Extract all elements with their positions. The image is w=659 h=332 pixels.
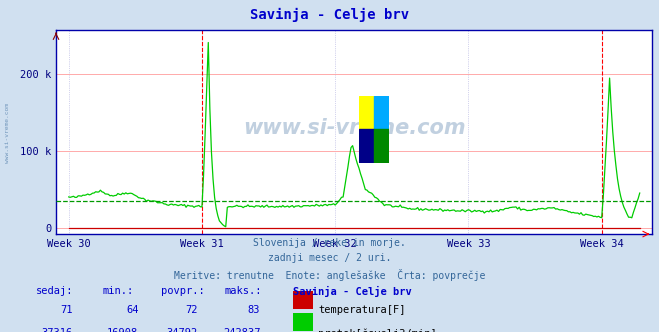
Text: Savinja - Celje brv: Savinja - Celje brv (293, 286, 412, 296)
Text: www.si-vreme.com: www.si-vreme.com (243, 118, 465, 138)
Text: 64: 64 (126, 305, 138, 315)
Text: sedaj:: sedaj: (36, 286, 74, 295)
Bar (374, 96, 389, 129)
Text: temperatura[F]: temperatura[F] (318, 305, 406, 315)
Text: zadnji mesec / 2 uri.: zadnji mesec / 2 uri. (268, 253, 391, 263)
Text: Slovenija / reke in morje.: Slovenija / reke in morje. (253, 238, 406, 248)
Text: Savinja - Celje brv: Savinja - Celje brv (250, 8, 409, 23)
Bar (359, 129, 374, 163)
Text: pretok[čevelj3/min]: pretok[čevelj3/min] (318, 328, 437, 332)
Text: povpr.:: povpr.: (161, 286, 205, 295)
Text: 83: 83 (248, 305, 260, 315)
Text: 72: 72 (185, 305, 198, 315)
Text: Meritve: trenutne  Enote: anglešaške  Črta: povprečje: Meritve: trenutne Enote: anglešaške Črta… (174, 269, 485, 281)
Text: min.:: min.: (102, 286, 133, 295)
Text: 34792: 34792 (167, 328, 198, 332)
Bar (374, 129, 389, 163)
Text: www.si-vreme.com: www.si-vreme.com (5, 103, 11, 163)
Bar (359, 96, 374, 129)
Text: 37316: 37316 (42, 328, 72, 332)
Text: maks.:: maks.: (224, 286, 262, 295)
Text: 242837: 242837 (223, 328, 260, 332)
Text: 71: 71 (60, 305, 72, 315)
Text: 16908: 16908 (107, 328, 138, 332)
